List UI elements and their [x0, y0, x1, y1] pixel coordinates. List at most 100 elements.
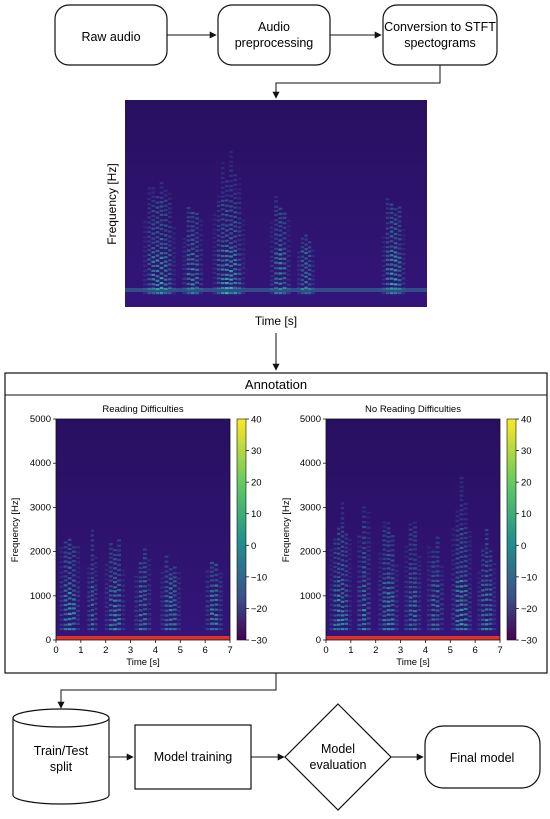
harmonic-mark [138, 599, 143, 603]
harmonic-mark [143, 240, 147, 243]
harmonic-mark [143, 628, 147, 631]
harmonic-mark [147, 622, 152, 625]
harmonic-mark [382, 567, 387, 570]
harmonic-mark [451, 568, 456, 571]
harmonic-mark [274, 247, 278, 250]
harmonic-mark [229, 150, 233, 154]
harmonic-mark [237, 212, 242, 215]
harmonic-mark [344, 565, 348, 568]
harmonic-mark [397, 220, 402, 223]
harmonic-mark [59, 581, 64, 584]
harmonic-mark [382, 623, 387, 626]
harmonic-mark [177, 587, 181, 590]
harmonic-mark [199, 249, 204, 252]
harmonic-mark [241, 257, 246, 260]
harmonic-mark [385, 246, 390, 249]
harmonic-mark [397, 215, 402, 218]
harmonic-mark [90, 580, 94, 584]
harmonic-mark [159, 246, 164, 249]
harmonic-mark [404, 609, 409, 612]
harmonic-mark [435, 609, 440, 612]
harmonic-mark [413, 548, 417, 551]
harmonic-mark [304, 251, 308, 255]
y-tick-label: 4000 [300, 458, 321, 469]
harmonic-mark [160, 595, 165, 598]
harmonic-mark [337, 538, 341, 541]
harmonic-mark [155, 196, 160, 199]
harmonic-mark [408, 628, 413, 631]
harmonic-mark [300, 259, 305, 262]
harmonic-mark [488, 550, 493, 553]
harmonic-mark [401, 238, 406, 241]
harmonic-mark [229, 194, 233, 197]
harmonic-mark [190, 252, 195, 256]
harmonic-mark [404, 545, 409, 548]
harmonic-mark [417, 590, 422, 594]
harmonic-mark [274, 196, 278, 199]
harmonic-mark [233, 196, 237, 200]
harmonic-mark [362, 589, 367, 592]
harmonic-mark [378, 561, 382, 564]
y-tick-label: 0 [316, 635, 321, 646]
harmonic-mark [468, 531, 472, 534]
harmonic-mark [147, 573, 152, 576]
harmonic-mark [163, 204, 168, 207]
harmonic-mark [270, 259, 274, 263]
harmonic-mark [286, 234, 291, 237]
harmonic-mark [155, 249, 160, 253]
harmonic-mark [186, 207, 191, 210]
harmonic-mark [485, 537, 489, 540]
harmonic-mark [59, 560, 64, 564]
harmonic-mark [304, 275, 308, 278]
harmonic-mark [270, 287, 274, 291]
harmonic-mark [63, 594, 68, 597]
harmonic-mark [329, 628, 333, 631]
harmonic-mark [468, 601, 472, 604]
harmonic-mark [408, 528, 413, 531]
harmonic-mark [59, 613, 64, 617]
harmonic-mark [333, 604, 337, 607]
harmonic-mark [190, 243, 195, 246]
harmonic-mark [151, 232, 156, 235]
harmonic-mark [413, 590, 417, 593]
harmonic-mark [463, 555, 468, 558]
harmonic-mark [172, 599, 177, 602]
harmonic-mark [385, 232, 390, 235]
harmonic-mark [210, 574, 214, 577]
harmonic-mark [210, 584, 214, 587]
colorbar-tick-label: −20 [251, 604, 267, 615]
harmonic-mark [218, 581, 223, 584]
harmonic-mark [340, 535, 345, 538]
colorbar-tick-label: −20 [521, 604, 537, 615]
harmonic-mark [378, 608, 382, 611]
harmonic-mark [163, 234, 168, 237]
harmonic-mark [90, 534, 94, 537]
harmonic-mark [143, 598, 147, 601]
harmonic-mark [151, 260, 156, 263]
harmonic-mark [297, 278, 301, 281]
harmonic-mark [311, 274, 315, 277]
arrow-annotation-to-split [57, 673, 277, 709]
harmonic-mark [199, 224, 204, 227]
harmonic-mark [220, 203, 225, 207]
harmonic-mark [393, 264, 398, 267]
harmonic-mark [210, 604, 214, 607]
harmonic-mark [463, 531, 468, 535]
harmonic-mark [104, 587, 109, 590]
raw-audio-node: Raw audio [54, 4, 168, 66]
harmonic-mark [459, 481, 464, 484]
harmonic-mark [455, 552, 460, 555]
harmonic-mark [160, 618, 165, 621]
harmonic-mark [72, 584, 76, 587]
harmonic-mark [340, 587, 345, 591]
harmonic-mark [404, 560, 409, 563]
harmonic-mark [108, 604, 113, 607]
harmonic-mark [385, 272, 390, 275]
harmonic-mark [390, 559, 395, 562]
harmonic-mark [488, 579, 493, 582]
harmonic-mark [113, 558, 117, 561]
harmonic-mark [90, 529, 94, 532]
harmonic-mark [455, 538, 460, 542]
harmonic-mark [205, 613, 210, 616]
harmonic-mark [159, 219, 164, 222]
